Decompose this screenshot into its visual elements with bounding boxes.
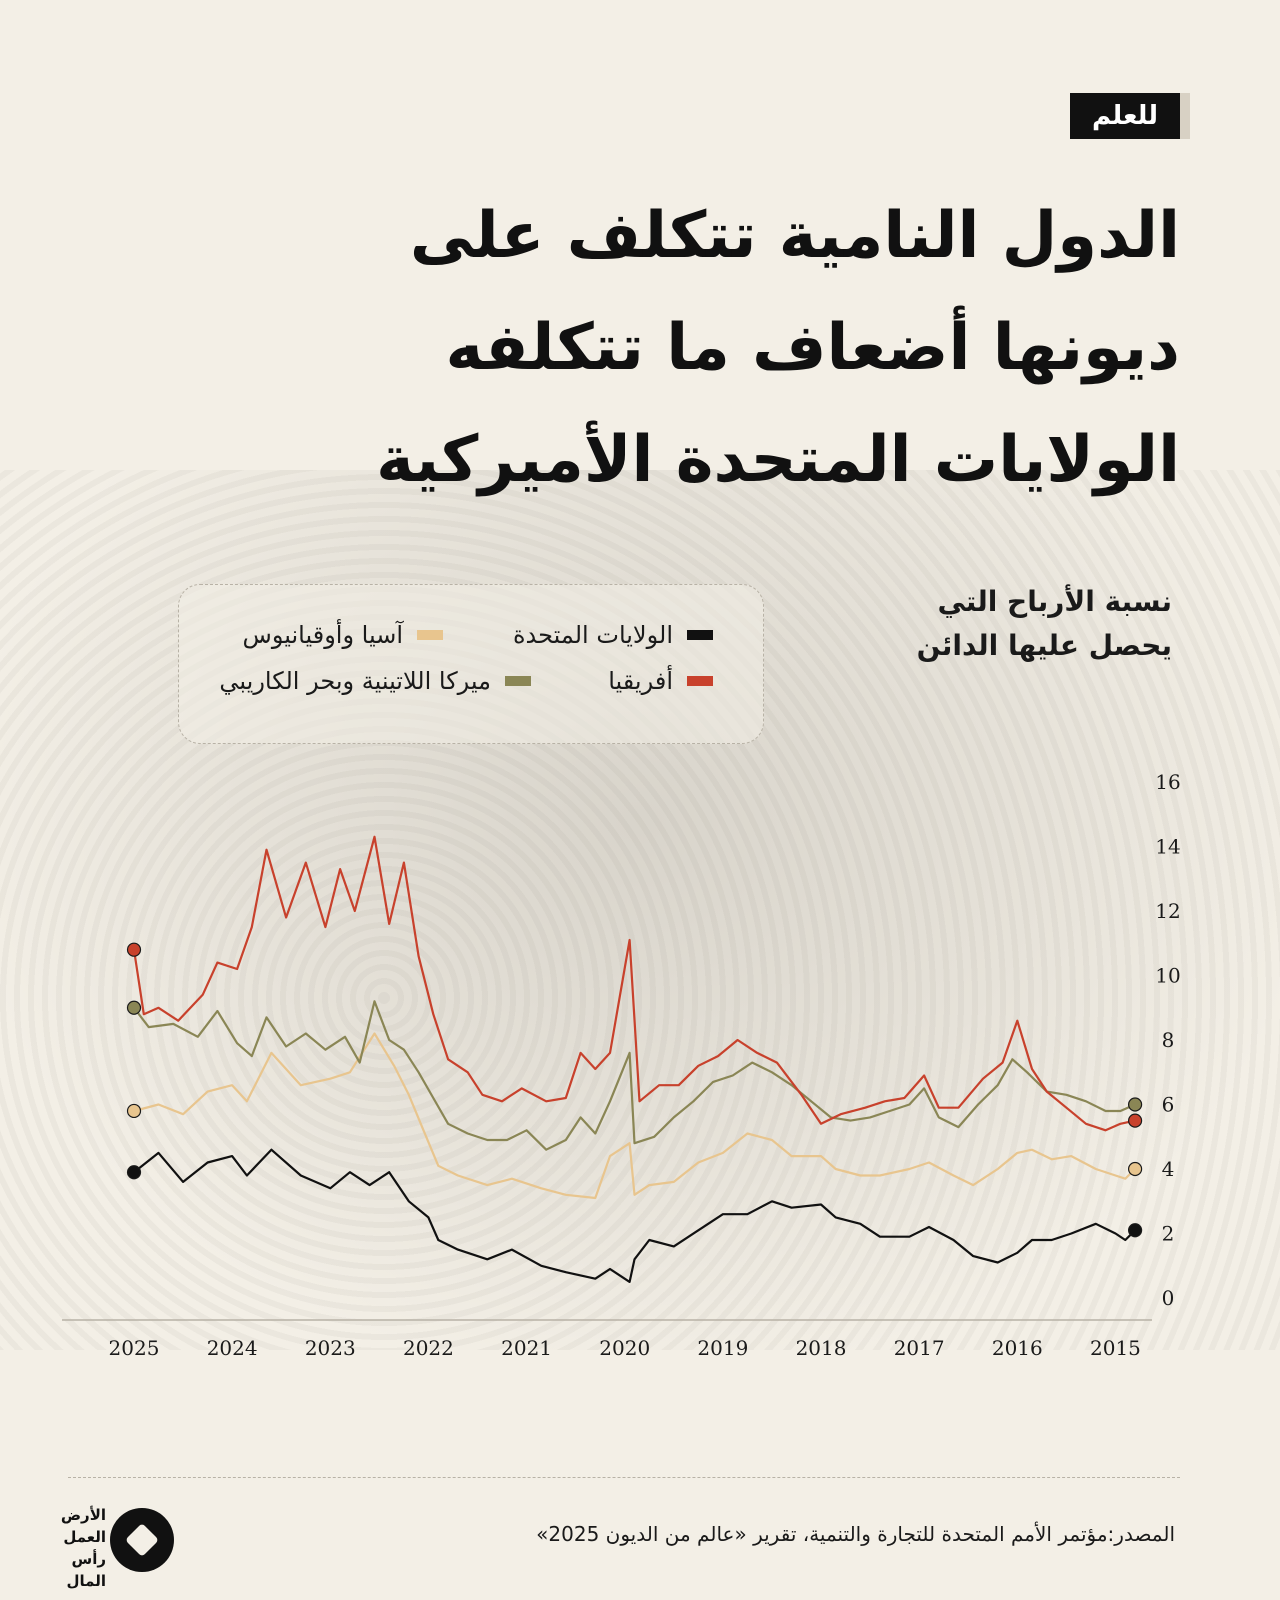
publisher-logo-icon (110, 1508, 174, 1572)
series-endpoint-marker (1127, 1223, 1143, 1238)
y-tick-label: 16 (1155, 770, 1180, 794)
series-endpoint-marker (126, 1165, 142, 1180)
series-endpoint-marker (126, 1103, 142, 1119)
legend-swatch-us (687, 630, 713, 640)
series-endpoint-marker (126, 1000, 142, 1015)
logo-line-1: الأرض (60, 1506, 106, 1524)
legend-label-latam: ميركا اللاتينية وبحر الكاريبي (219, 667, 491, 695)
y-axis-label: نسبة الأرباح التي يحصل عليها الدائن (872, 580, 1172, 668)
x-tick-label: 2022 (403, 1336, 454, 1360)
series-endpoint-marker (1127, 1161, 1143, 1177)
line-chart: 0 2 4 6 8 10 12 14 16 2025 2024 2023 2022 2021 2020 201… (62, 770, 1181, 1360)
logo-line-2: العمل (63, 1528, 106, 1546)
x-tick-label: 2018 (796, 1336, 847, 1360)
brand-tag: للعلم (1069, 93, 1190, 139)
series-line (133, 1148, 1136, 1283)
y-tick-label: 8 (1162, 1028, 1175, 1052)
legend-label-asia: آسيا وأوقيانيوس (242, 621, 403, 649)
x-tick-label: 2020 (599, 1336, 650, 1360)
y-tick-label: 6 (1162, 1093, 1175, 1117)
legend-item-latam: ميركا اللاتينية وبحر الكاريبي (219, 667, 531, 695)
x-tick-label: 2021 (501, 1336, 552, 1360)
y-axis-label-line-2: يحصل عليها الدائن (916, 629, 1172, 662)
y-tick-label: 10 (1155, 964, 1180, 988)
y-tick-label: 0 (1162, 1286, 1175, 1310)
y-tick-label: 12 (1155, 899, 1180, 923)
x-tick-label: 2016 (992, 1336, 1043, 1360)
legend-label-africa: أفريقيا (608, 667, 673, 695)
y-tick-label: 4 (1162, 1157, 1175, 1181)
x-tick-label: 2017 (894, 1336, 945, 1360)
legend-label-us: الولايات المتحدة (512, 621, 673, 649)
series-line (132, 835, 1136, 1132)
headline: الدول النامية تتكلف على ديونها أضعاف ما … (376, 199, 1180, 497)
x-tick-label: 2015 (1090, 1336, 1141, 1360)
source-note: المصدر:مؤتمر الأمم المتحدة للتجارة والتن… (536, 1522, 1175, 1546)
series-endpoint-marker (1127, 1113, 1143, 1128)
legend-item-us: الولايات المتحدة (513, 621, 713, 649)
legend-item-asia: آسيا وأوقيانيوس (243, 621, 443, 649)
logo-line-3: رأس المال (66, 1550, 106, 1590)
x-tick-label: 2019 (697, 1336, 748, 1360)
y-tick-label: 14 (1155, 835, 1180, 859)
series-endpoint-marker (126, 942, 142, 957)
series-line (133, 1032, 1136, 1200)
publisher-logo-text: الأرض العمل رأس المال (48, 1504, 106, 1592)
legend: الولايات المتحدة آسيا وأوقيانيوس أفريقيا… (178, 584, 764, 744)
legend-swatch-africa (687, 676, 713, 686)
series-endpoint-marker (1127, 1097, 1143, 1112)
y-axis-label-line-1: نسبة الأرباح التي (937, 585, 1172, 618)
legend-swatch-latam (505, 676, 531, 686)
x-tick-label: 2025 (109, 1336, 160, 1360)
y-tick-label: 2 (1162, 1222, 1175, 1246)
series-line (133, 1000, 1136, 1151)
x-tick-label: 2024 (207, 1336, 258, 1360)
footer-divider (68, 1477, 1180, 1478)
legend-item-africa: أفريقيا (608, 667, 713, 695)
legend-swatch-asia (417, 630, 443, 640)
x-tick-label: 2023 (305, 1336, 356, 1360)
